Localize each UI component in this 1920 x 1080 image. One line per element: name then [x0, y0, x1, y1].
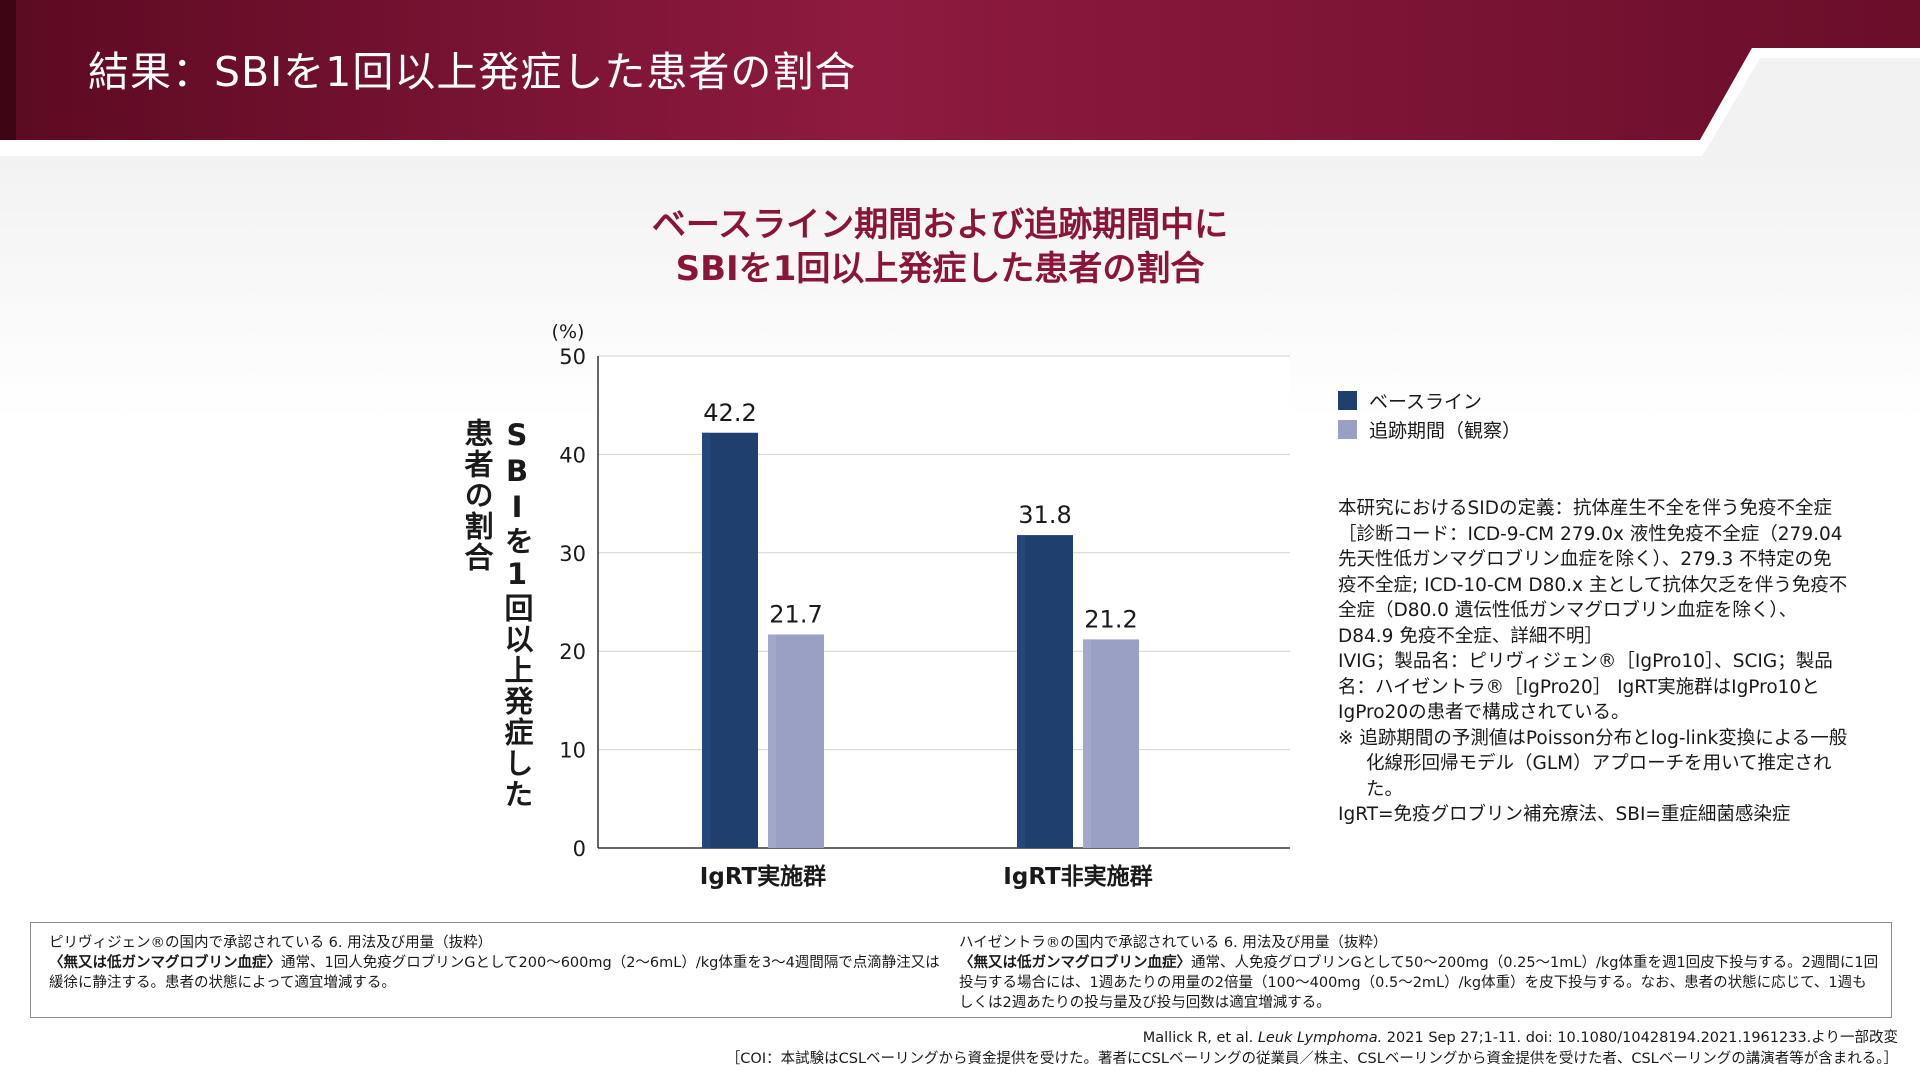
y-axis-unit: (%) [552, 321, 585, 343]
dosage-pirivigen-body: 通常、1回人免疫グロブリンGとして200〜600mg（2〜6mL）/kg体重を3… [49, 955, 940, 991]
citation-authors: Mallick R, et al. [1142, 1030, 1258, 1046]
header-background [0, 0, 1920, 156]
dosage-box: ピリヴィジェン®の国内で承認されている 6. 用法及び用量（抜粋） 〈無又は低ガ… [30, 922, 1892, 1018]
legend-item-followup: 追跡期間（観察） [1338, 415, 1521, 444]
study-notes: 本研究におけるSIDの定義：抗体産生不全を伴う免疫不全症［診断コード：ICD-9… [1338, 496, 1848, 828]
dosage-hizentra-body: 通常、人免疫グロブリンGとして50〜200mg（0.25〜1mL）/kg体重を週… [959, 955, 1879, 1011]
y-tick-label: 10 [559, 739, 586, 763]
note-products: IVIG；製品名：ピリヴィジェン®［IgPro10］、SCIG；製品名：ハイゼン… [1338, 651, 1833, 723]
bar-highlight [1017, 535, 1025, 848]
citation-journal: Leuk Lymphoma. [1257, 1030, 1383, 1046]
dosage-pirivigen: ピリヴィジェン®の国内で承認されている 6. 用法及び用量（抜粋） 〈無又は低ガ… [49, 933, 949, 993]
legend-label-baseline: ベースライン [1369, 391, 1483, 413]
note-definition: 本研究におけるSIDの定義：抗体産生不全を伴う免疫不全症［診断コード：ICD-9… [1338, 498, 1848, 647]
bar-value-label: 42.2 [703, 399, 756, 427]
dosage-pirivigen-text: 〈無又は低ガンマグロブリン血症〉通常、1回人免疫グロブリンGとして200〜600… [49, 953, 949, 993]
x-category-label: IgRT非実施群 [1003, 863, 1152, 890]
bar-baseline [1017, 535, 1073, 848]
dosage-hizentra-text: 〈無又は低ガンマグロブリン血症〉通常、人免疫グロブリンGとして50〜200mg（… [959, 953, 1879, 1013]
citation-details: 2021 Sep 27;1-11. doi: 10.1080/10428194.… [1382, 1030, 1898, 1046]
y-tick-label: 20 [559, 640, 586, 664]
chart-title-line-2: SBIを1回以上発症した患者の割合 [675, 249, 1205, 289]
legend: ベースライン 追跡期間（観察） [1338, 386, 1521, 444]
citation: Mallick R, et al. Leuk Lymphoma. 2021 Se… [726, 1028, 1898, 1070]
y-axis-label-line-2: 患者の割合 [460, 418, 494, 573]
legend-swatch-followup [1338, 420, 1357, 439]
dosage-hizentra-intro: ハイゼントラ®の国内で承認されている 6. 用法及び用量（抜粋） [959, 935, 1388, 951]
bar-highlight [768, 634, 776, 848]
bar-value-label: 21.2 [1084, 605, 1137, 633]
y-tick-label: 0 [573, 837, 586, 861]
bar-highlight [702, 432, 710, 848]
note-glm: ※ 追跡期間の予測値はPoisson分布とlog-link変換による一般化線形回… [1338, 727, 1848, 800]
bar-baseline [702, 432, 758, 848]
page-title: 結果：SBIを1回以上発症した患者の割合 [88, 48, 857, 96]
dosage-pirivigen-intro: ピリヴィジェン®の国内で承認されている 6. 用法及び用量（抜粋） [49, 935, 493, 951]
y-tick-label: 30 [559, 542, 586, 566]
x-category-label: IgRT実施群 [700, 863, 826, 890]
bar-value-label: 21.7 [769, 600, 822, 628]
citation-coi: ［COI：本試験はCSLベーリングから資金提供を受けた。著者にCSLベーリングの… [725, 1051, 1898, 1067]
legend-label-followup: 追跡期間（観察） [1369, 420, 1522, 442]
dosage-hizentra-heading: 〈無又は低ガンマグロブリン血症〉 [959, 955, 1191, 971]
dosage-pirivigen-heading: 〈無又は低ガンマグロブリン血症〉 [49, 955, 281, 971]
y-tick-label: 40 [559, 443, 586, 467]
chart-title-line-1: ベースライン期間および追跡期間中に [651, 205, 1229, 245]
legend-item-baseline: ベースライン [1338, 386, 1521, 415]
dosage-hizentra: ハイゼントラ®の国内で承認されている 6. 用法及び用量（抜粋） 〈無又は低ガン… [959, 933, 1879, 1013]
legend-swatch-baseline [1338, 391, 1357, 410]
y-tick-label: 50 [559, 345, 586, 369]
header-banner: 結果：SBIを1回以上発症した患者の割合 [0, 0, 1920, 156]
bar-highlight [1083, 639, 1091, 848]
y-axis-label-line-1: SBIを1回以上発症した [500, 418, 534, 810]
plot-area [598, 356, 1290, 848]
bar-value-label: 31.8 [1018, 501, 1071, 529]
bar-followup [1083, 639, 1139, 848]
citation-reference: Mallick R, et al. Leuk Lymphoma. 2021 Se… [726, 1028, 1898, 1049]
note-abbreviations: IgRT=免疫グロブリン補充療法、SBI=重症細菌感染症 [1338, 804, 1791, 825]
bar-followup [768, 634, 824, 848]
